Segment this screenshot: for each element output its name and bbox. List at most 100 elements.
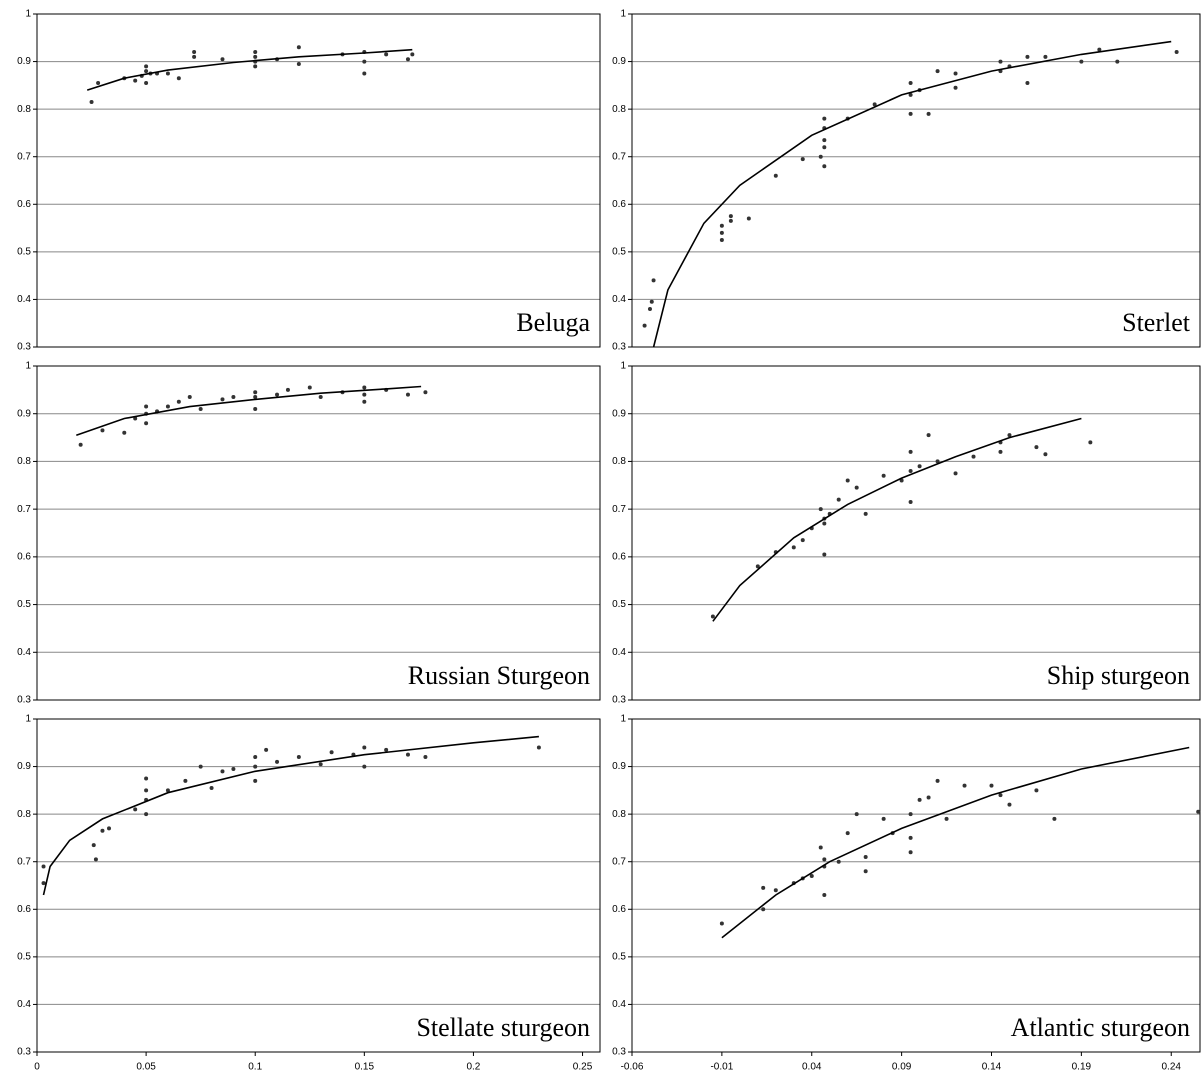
data-point [231, 395, 236, 400]
data-point [719, 230, 724, 235]
data-point [845, 831, 850, 836]
y-tick-label: 0.3 [17, 342, 31, 353]
y-tick-label: 0.7 [612, 151, 626, 162]
plot-frame [36, 365, 601, 701]
data-point [133, 807, 138, 812]
data-point [962, 783, 967, 788]
data-point [183, 778, 188, 783]
data-point [100, 828, 105, 833]
data-point [822, 145, 827, 150]
data-point [836, 859, 841, 864]
data-point [1196, 809, 1201, 814]
data-point [854, 485, 859, 490]
data-point [1088, 440, 1093, 445]
y-tick-label: 0.7 [17, 151, 31, 162]
y-tick-label: 0.4 [17, 294, 31, 305]
data-point [253, 54, 258, 59]
data-point [362, 745, 367, 750]
data-point [253, 50, 258, 55]
data-point [384, 747, 389, 752]
data-point [998, 59, 1003, 64]
data-point [917, 464, 922, 469]
y-tick-label: 0.4 [17, 647, 31, 658]
x-tick-label: 0.2 [466, 1062, 480, 1073]
data-point [1034, 788, 1039, 793]
data-point [144, 812, 149, 817]
plot-frame [631, 365, 1201, 701]
data-point [863, 854, 868, 859]
fit-curve [652, 40, 1172, 348]
y-tick-label: 0.6 [612, 904, 626, 915]
data-point [746, 216, 751, 221]
x-tick-label: 0.24 [1162, 1062, 1182, 1073]
data-point [96, 80, 101, 85]
data-point [881, 816, 886, 821]
data-point [41, 881, 46, 886]
y-tick-label: 0.8 [612, 809, 626, 820]
data-point [1034, 445, 1039, 450]
data-point [536, 745, 541, 750]
y-tick-label: 0.5 [17, 951, 31, 962]
data-point [285, 387, 290, 392]
x-tick-label: -0.06 [621, 1062, 644, 1073]
data-point [822, 857, 827, 862]
data-point [1174, 50, 1179, 55]
data-point [362, 399, 367, 404]
panel-title: Atlantic sturgeon [1011, 1013, 1190, 1042]
data-point [822, 138, 827, 143]
panel-title: Stellate sturgeon [416, 1013, 590, 1042]
data-point [1097, 47, 1102, 52]
data-point [908, 468, 913, 473]
data-point [165, 404, 170, 409]
y-tick-label: 1 [620, 714, 626, 725]
y-tick-label: 0.7 [612, 504, 626, 515]
y-tick-label: 0.8 [612, 104, 626, 115]
data-point [329, 750, 334, 755]
data-point [728, 214, 733, 219]
data-point [845, 478, 850, 483]
data-point [144, 776, 149, 781]
data-point [176, 76, 181, 81]
data-point [791, 545, 796, 550]
fit-curve [42, 735, 539, 896]
y-tick-label: 1 [25, 9, 31, 20]
data-point [144, 69, 149, 74]
y-tick-label: 0.3 [612, 695, 626, 706]
data-point [231, 766, 236, 771]
y-tick-label: 0.7 [17, 504, 31, 515]
data-point [926, 111, 931, 116]
data-point [307, 385, 312, 390]
data-point [1025, 54, 1030, 59]
data-point [719, 921, 724, 926]
y-tick-label: 0.9 [17, 408, 31, 419]
data-point [144, 421, 149, 426]
data-point [187, 395, 192, 400]
data-point [1079, 59, 1084, 64]
data-point [872, 102, 877, 107]
data-point [275, 392, 280, 397]
data-point [908, 835, 913, 840]
panel-title: Sterlet [1122, 308, 1191, 337]
data-point [818, 845, 823, 850]
data-point [362, 385, 367, 390]
data-point [800, 157, 805, 162]
data-point [818, 154, 823, 159]
data-point [275, 759, 280, 764]
panel-title: Beluga [516, 308, 590, 337]
data-point [761, 907, 766, 912]
fit-curve [76, 385, 422, 436]
data-point [908, 449, 913, 454]
y-tick-label: 1 [25, 361, 31, 372]
data-point [144, 64, 149, 69]
y-tick-label: 0.9 [17, 761, 31, 772]
data-point [1115, 59, 1120, 64]
y-tick-label: 0.3 [17, 1047, 31, 1058]
x-tick-label: -0.01 [710, 1062, 733, 1073]
y-tick-label: 0.6 [612, 551, 626, 562]
y-tick-label: 0.4 [612, 999, 626, 1010]
data-point [253, 778, 258, 783]
plot-frame [36, 718, 601, 1053]
y-tick-label: 0.4 [612, 294, 626, 305]
y-tick-label: 1 [620, 9, 626, 20]
